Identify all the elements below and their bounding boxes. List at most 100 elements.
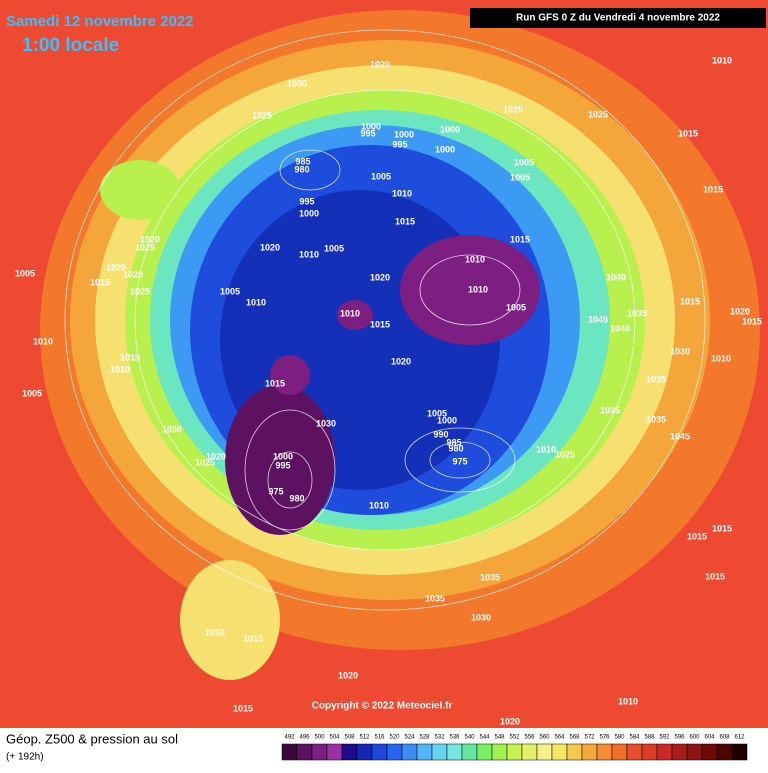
isobar-label: 1010 [712, 55, 732, 65]
legend-swatch [626, 743, 643, 761]
legend-swatch [386, 743, 403, 761]
isobar-label: 995 [360, 128, 375, 138]
legend-label: 512 [359, 735, 370, 741]
isobar-label: 1000 [361, 121, 381, 131]
legend-swatch [431, 743, 448, 761]
isobar-label: 1010 [246, 297, 266, 307]
run: Run GFS 0 Z du Vendredi 4 novembre 2022 [516, 13, 720, 24]
isobar-label: 1040 [606, 272, 626, 282]
isobar-label: 1010 [299, 249, 319, 259]
legend-label: 584 [629, 735, 640, 741]
isobar-label: 1015 [678, 128, 698, 138]
legend-label: 568 [569, 735, 580, 741]
legend-label: 544 [479, 735, 490, 741]
isobar-label: 1015 [233, 703, 253, 713]
legend-swatch [326, 743, 343, 761]
legend-label: 500 [314, 735, 325, 741]
isobar-label: 1000 [394, 129, 414, 139]
isobar-label: 1010 [465, 254, 485, 264]
legend-swatch [731, 743, 748, 761]
isobar-label: 1010 [340, 308, 360, 318]
isobar-label: 1015 [705, 571, 725, 581]
legend-label: 592 [659, 735, 670, 741]
isobar-label: 1045 [588, 314, 608, 324]
isobar-label: 1020 [106, 262, 126, 272]
isobar-label: 1005 [15, 268, 35, 278]
legend-label: 564 [554, 735, 565, 741]
isobar-label: 1025 [135, 242, 155, 252]
legend-label: 504 [329, 735, 340, 741]
isobar-label: 995 [299, 196, 314, 206]
isobar-label: 1005 [514, 157, 534, 167]
isobar-label: 1020 [500, 716, 520, 726]
legend-label: 580 [614, 735, 625, 741]
legend-label: 508 [344, 735, 355, 741]
footer-lead: (+ 192h) [6, 752, 44, 763]
legend-swatch [566, 743, 583, 761]
isobar-label: 1020 [123, 269, 143, 279]
legend-label: 608 [719, 735, 730, 741]
isobar-label: 1010 [205, 627, 225, 637]
isobar-label: 1015 [265, 378, 285, 388]
legend-swatch [581, 743, 598, 761]
isobar-label: 1005 [324, 243, 344, 253]
legend-swatch [281, 743, 298, 761]
legend-swatch [596, 743, 613, 761]
footer-title: Géop. Z500 & pression au sol [6, 731, 178, 746]
isobar-label: 1015 [90, 277, 110, 287]
legend-label: 596 [674, 735, 685, 741]
isobar-label: 1015 [120, 352, 140, 362]
isobar-label: 1040 [610, 323, 630, 333]
isobar-label: 1015 [742, 316, 762, 326]
legend-swatch [461, 743, 478, 761]
legend-swatch [671, 743, 688, 761]
legend-swatch [491, 743, 508, 761]
isobar-label: 1000 [273, 451, 293, 461]
isobar-label: 1025 [503, 104, 523, 114]
legend-label: 528 [419, 735, 430, 741]
isobar-label: 975 [268, 486, 283, 496]
legend-label: 516 [374, 735, 385, 741]
field [0, 0, 768, 728]
legend-swatch [476, 743, 493, 761]
isobar-label: 1035 [646, 414, 666, 424]
isobar-label: 1010 [711, 353, 731, 363]
isobar-label: 1020 [370, 59, 390, 69]
legend-label: 496 [299, 735, 310, 741]
isobar-label: 1035 [480, 572, 500, 582]
legend-swatch [311, 743, 328, 761]
legend-label: 524 [404, 735, 415, 741]
legend-label: 548 [494, 735, 505, 741]
isobar-label: 1015 [703, 184, 723, 194]
legend-label: 612 [734, 735, 745, 741]
isobar-label: 1010 [392, 188, 412, 198]
legend-swatch [521, 743, 538, 761]
legend-label: 560 [539, 735, 550, 741]
isobar-label: 1005 [506, 302, 526, 312]
isobar-label: 1020 [140, 234, 160, 244]
legend-swatch [341, 743, 358, 761]
legend-swatch [416, 743, 433, 761]
isobar-label: 1010 [536, 444, 556, 454]
isobar-label: 1015 [243, 633, 263, 643]
isobar-label: 995 [275, 460, 290, 470]
date: Samedi 12 novembre 2022 [6, 13, 194, 30]
time: 1:00 locale [22, 35, 119, 56]
isobar-label: 1005 [371, 171, 391, 181]
isobar-label: 1015 [510, 234, 530, 244]
legend-swatch [356, 743, 373, 761]
legend-swatch [506, 743, 523, 761]
isobar-label: 1010 [468, 284, 488, 294]
legend-swatch [656, 743, 673, 761]
legend-label: 576 [599, 735, 610, 741]
isobar-label: 1045 [670, 431, 690, 441]
isobar-label: 980 [289, 493, 304, 503]
isobar-label: 1035 [646, 374, 666, 384]
legend-label: 540 [464, 735, 475, 741]
legend-label: 572 [584, 735, 595, 741]
isobar-label: 1005 [220, 286, 240, 296]
isobar-label: 1030 [287, 78, 307, 88]
isobar-label: 1020 [370, 272, 390, 282]
legend-label: 604 [704, 735, 715, 741]
